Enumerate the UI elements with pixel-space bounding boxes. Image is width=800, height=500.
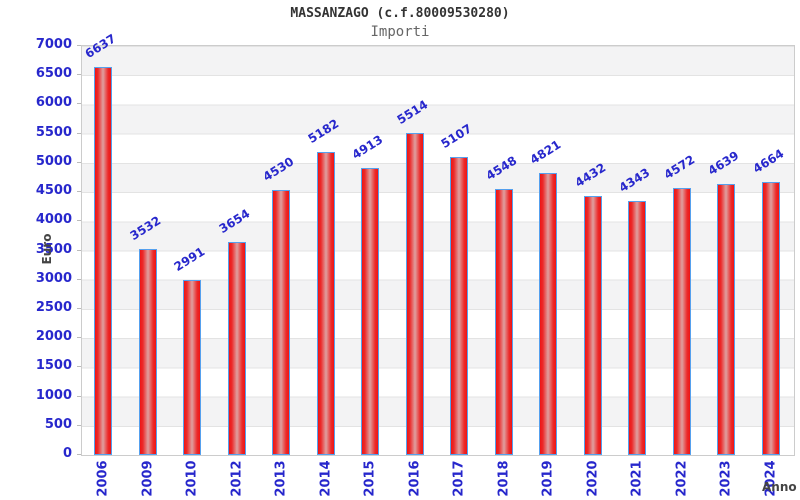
y-tick-label: 6000 (35, 95, 72, 111)
bar (405, 132, 424, 455)
x-tick-label: 2016 (407, 460, 423, 497)
bar (539, 173, 558, 455)
x-tick-label: 2012 (229, 460, 245, 497)
y-tick-label: 1500 (35, 358, 72, 374)
x-tick-label: 2010 (184, 460, 200, 497)
bar (138, 248, 157, 455)
bar (672, 187, 691, 455)
y-axis-title: Euro (40, 233, 54, 265)
bar-value-label: 4572 (661, 152, 698, 182)
y-tick-mark (77, 424, 81, 426)
bar (628, 201, 647, 455)
bar-value-label: 2991 (171, 244, 208, 275)
bar-value-label: 5182 (305, 116, 342, 147)
x-tick-label: 2006 (95, 460, 111, 497)
bar-value-label: 4432 (572, 160, 609, 191)
y-tick-label: 6500 (35, 66, 72, 82)
y-tick-label: 1000 (35, 387, 72, 403)
y-tick-label: 2000 (35, 329, 72, 345)
bar (494, 189, 513, 455)
bar (94, 67, 113, 455)
y-tick-label: 500 (44, 416, 72, 432)
y-tick-mark (77, 103, 81, 105)
y-tick-mark (77, 337, 81, 339)
bar-value-label: 4664 (750, 146, 787, 177)
y-tick-label: 4500 (35, 183, 72, 199)
bar-value-label: 4639 (705, 148, 742, 178)
y-tick-mark (77, 307, 81, 309)
bar-value-label: 4343 (616, 165, 653, 196)
y-tick-mark (77, 191, 81, 193)
y-tick-mark (77, 454, 81, 455)
y-tick-mark (77, 395, 81, 397)
x-tick-label: 2021 (629, 460, 645, 497)
bar (361, 167, 380, 455)
bar-value-label: 4913 (349, 132, 386, 162)
bar (227, 241, 246, 455)
y-tick-label: 5500 (35, 124, 72, 140)
bar-value-label: 5107 (438, 121, 475, 151)
chart-title: MASSANZAGO (c.f.80009530280) (290, 6, 510, 21)
y-tick-mark (77, 278, 81, 280)
y-tick-mark (77, 220, 81, 222)
bar-value-label: 4548 (483, 153, 520, 184)
x-tick-label: 2009 (140, 460, 156, 497)
x-tick-label: 2022 (674, 460, 690, 497)
y-tick-mark (77, 132, 81, 134)
bar-value-label: 3654 (216, 205, 253, 236)
y-tick-label: 0 (62, 446, 72, 461)
chart-subtitle: Importi (370, 24, 430, 40)
bar-value-label: 5514 (394, 97, 431, 127)
bar (272, 190, 291, 455)
y-tick-mark (77, 74, 81, 76)
x-tick-label: 2014 (318, 460, 334, 497)
bar (450, 156, 469, 455)
y-tick-label: 7000 (35, 37, 72, 52)
y-tick-mark (77, 161, 81, 163)
bar (583, 196, 602, 455)
y-tick-mark (77, 45, 81, 46)
x-tick-label: 2020 (585, 460, 601, 497)
y-tick-mark (77, 366, 81, 368)
plot-area: 6637 3532 2991 3654 4530 5182 4913 5514 5107 4548… (81, 32, 795, 456)
x-tick-label: 2015 (362, 460, 378, 497)
y-tick-mark (77, 249, 81, 251)
bar-value-label: 4530 (260, 154, 297, 185)
x-axis-title: Anno (762, 480, 797, 494)
x-tick-label: 2017 (451, 460, 467, 497)
y-tick-label: 5000 (35, 153, 72, 169)
y-tick-label: 4000 (35, 212, 72, 228)
x-tick-label: 2023 (718, 460, 734, 497)
bar (183, 280, 202, 455)
x-tick-label: 2018 (496, 460, 512, 497)
bar-value-label: 3532 (127, 213, 164, 243)
y-tick-label: 3000 (35, 270, 72, 286)
x-tick-label: 2013 (273, 460, 289, 497)
bar (717, 183, 736, 455)
y-tick-label: 3500 (35, 241, 72, 257)
x-tick-label: 2019 (540, 460, 556, 497)
y-tick-label: 2500 (35, 299, 72, 315)
bar (761, 182, 780, 455)
bar-value-label: 4821 (527, 137, 564, 168)
bar (316, 152, 335, 455)
